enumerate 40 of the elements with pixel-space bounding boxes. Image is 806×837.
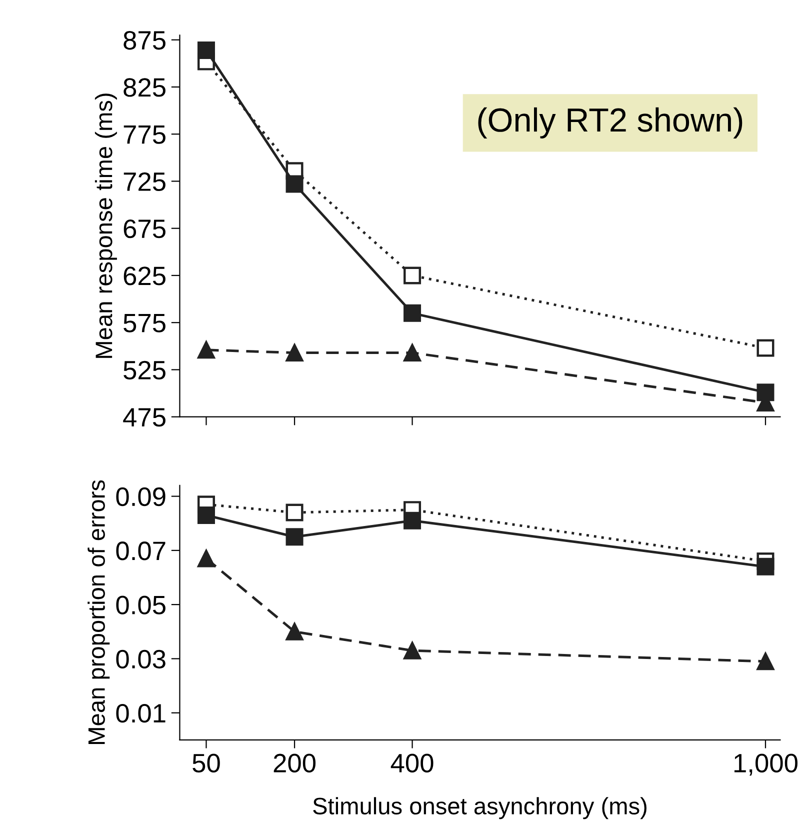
point — [404, 266, 422, 284]
x-axis-title: Stimulus onset asynchrony (ms) — [313, 797, 646, 820]
point — [197, 506, 215, 524]
point — [197, 341, 215, 359]
point — [286, 175, 304, 193]
y-tick-label: 575 — [124, 314, 166, 332]
y-tick-label: 825 — [124, 78, 166, 97]
y-tick-label: 0.03 — [116, 650, 166, 669]
point — [197, 41, 215, 59]
point — [404, 642, 422, 660]
point — [404, 304, 422, 322]
point — [197, 550, 215, 568]
point — [404, 512, 422, 530]
point — [286, 622, 304, 640]
y-tick-label: 525 — [124, 360, 166, 380]
y-tick-label: 0.09 — [116, 487, 166, 506]
y-axis-title: Mean response time (ms) — [94, 94, 117, 358]
point — [756, 558, 774, 576]
point — [756, 339, 774, 357]
annotation: (Only RT2 shown) — [478, 107, 742, 138]
y-tick-label: 475 — [123, 408, 166, 427]
point — [756, 384, 774, 402]
x-tick-label: 1,000 — [734, 754, 798, 776]
y-tick-label: 775 — [124, 126, 166, 144]
y-tick-label: 625 — [124, 266, 166, 286]
point — [756, 652, 774, 670]
point — [286, 528, 304, 546]
point — [404, 344, 422, 362]
y-tick-label: 725 — [124, 172, 166, 192]
point — [286, 504, 304, 522]
y-tick-label: 0.07 — [116, 542, 166, 560]
x-tick-label: 400 — [390, 754, 434, 772]
y-axis-title: Mean proportion of errors — [88, 480, 110, 744]
point — [286, 344, 304, 362]
x-tick-label: 200 — [274, 754, 316, 772]
y-tick-label: 675 — [124, 219, 166, 238]
y-tick-label: 875 — [124, 31, 166, 50]
y-tick-label: 0.01 — [116, 704, 166, 723]
y-tick-label: 0.05 — [116, 596, 166, 614]
x-tick-label: 50 — [192, 754, 220, 772]
